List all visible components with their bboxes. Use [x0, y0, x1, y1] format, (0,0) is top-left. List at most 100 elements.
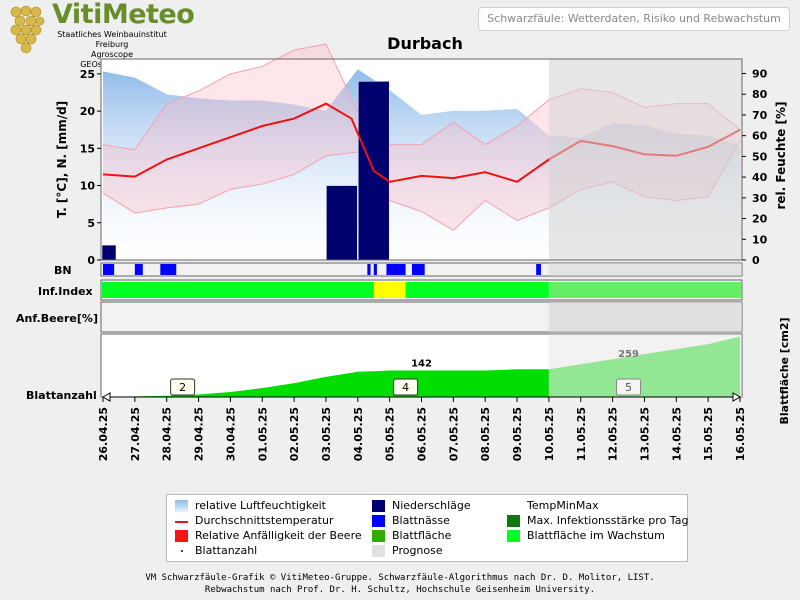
- left-axis-tick-label: 0: [87, 254, 95, 267]
- logo-line-1: Staatliches Weinbauinstitut Freiburg: [57, 30, 167, 49]
- leaf-wetness-segment: [411, 264, 425, 275]
- legend-label: Durchschnittstemperatur: [195, 514, 334, 527]
- infindex-forecast: [548, 282, 741, 298]
- right-axis-tick-label: 20: [752, 213, 768, 226]
- anfbeere-row-label: Anf.Beere[%]: [16, 312, 98, 325]
- forecast-shade-main: [548, 59, 742, 260]
- leaf-wetness-segment: [536, 264, 541, 275]
- leaf-area-value-label: 142: [411, 359, 432, 370]
- legend-label: TempMinMax: [527, 499, 599, 512]
- leaf-wetness-segment: [386, 264, 406, 275]
- legend-swatch: [175, 500, 188, 512]
- legend-swatch: [372, 530, 385, 542]
- right-axis-tick-label: 60: [752, 130, 768, 143]
- main-plot-border: [100, 58, 743, 261]
- left-axis-tick-label: 15: [80, 142, 95, 155]
- date-tick-label: 16.05.25: [734, 407, 747, 461]
- left-axis-tick-label: 20: [80, 105, 96, 118]
- legend-swatch: [507, 515, 520, 527]
- footer-line-1: VM Schwarzfäule-Grafik © VitiMeteo-Grupp…: [145, 573, 655, 583]
- date-tick-label: 01.05.25: [256, 407, 269, 461]
- left-axis-label: T. [°C], N. [mm/d]: [55, 101, 69, 218]
- date-tick-label: 03.05.25: [320, 407, 333, 461]
- logo-title: VitiMeteo: [52, 0, 195, 30]
- infindex-green: [102, 282, 549, 298]
- right-arrow-icon: [732, 392, 742, 402]
- legend-swatch: [181, 550, 183, 552]
- logo-line-2: Agroscope: [90, 50, 134, 59]
- avg-temp-line: [102, 102, 550, 183]
- date-tick-label: 30.04.25: [224, 407, 237, 461]
- infindex-yellow: [373, 282, 406, 298]
- legend-swatch: [372, 545, 385, 557]
- leaf-area-fill: [103, 369, 549, 397]
- right-axis-tick-label: 30: [752, 192, 768, 205]
- legend-label: Blattfläche: [392, 529, 452, 542]
- bn-row-label: BN: [54, 264, 72, 277]
- precipitation-bar: [326, 185, 358, 261]
- grape-icon: [10, 5, 45, 54]
- date-tick-label: 28.04.25: [161, 407, 174, 461]
- leaf-count-value: 2: [179, 381, 186, 394]
- date-tick-label: 12.05.25: [607, 407, 620, 461]
- precipitation-bar: [101, 244, 117, 261]
- left-axis-tick-label: 25: [80, 68, 95, 81]
- legend-label: Blattnässe: [392, 514, 450, 527]
- legend-label: Max. Infektionsstärke pro Tag: [527, 514, 689, 527]
- right-axis-tick-label: 50: [752, 150, 768, 163]
- legend-label: Blattanzahl: [195, 544, 258, 557]
- forecast-shade-leaf: [548, 334, 742, 397]
- leaf-wetness-segment: [160, 264, 177, 275]
- forecast-shade-bn: [548, 263, 742, 276]
- right-axis-tick-label: 80: [752, 88, 768, 101]
- left-axis-tick-label: 5: [87, 217, 95, 230]
- date-tick-label: 26.04.25: [97, 407, 110, 461]
- date-tick-label: 27.04.25: [129, 407, 142, 461]
- right-axis-label: rel. Feuchte [%]: [774, 102, 788, 210]
- forecast-shade-anf: [548, 302, 742, 332]
- left-axis-tick-label: 10: [80, 180, 96, 193]
- legend-label: Blattfläche im Wachstum: [527, 529, 665, 542]
- date-tick-label: 08.05.25: [479, 407, 492, 461]
- legend-label: relative Luftfeuchtigkeit: [195, 499, 326, 512]
- right-axis-tick-label: 40: [752, 171, 768, 184]
- chart-title: Durbach: [387, 34, 463, 53]
- leaf-area-axis-label: Blattfläche [cm2]: [778, 317, 791, 424]
- date-tick-label: 29.04.25: [193, 407, 206, 461]
- legend-swatch: [372, 500, 385, 512]
- date-tick-label: 04.05.25: [352, 407, 365, 461]
- right-axis-tick-label: 90: [752, 68, 768, 81]
- leaf-count-box: [170, 378, 196, 396]
- legend-swatch: [175, 530, 188, 542]
- leaf-area-forecast-fill: [548, 336, 740, 397]
- legend-label: Relative Anfälligkeit der Beere: [195, 529, 362, 542]
- date-tick-label: 13.05.25: [638, 407, 651, 461]
- right-axis-tick-label: 0: [752, 254, 760, 267]
- leaf-count-box: [616, 378, 642, 396]
- date-tick-label: 05.05.25: [384, 407, 397, 461]
- legend-swatch: [372, 515, 385, 527]
- leaf-wetness-segment: [103, 264, 115, 275]
- leaf-count-box: [393, 378, 419, 396]
- leaf-area-forecast-value-label: 259: [618, 349, 639, 360]
- chart-footer: VM Schwarzfäule-Grafik © VitiMeteo-Grupp…: [0, 572, 800, 596]
- legend-label: Niederschläge: [392, 499, 471, 512]
- date-tick-label: 15.05.25: [702, 407, 715, 461]
- date-tick-label: 10.05.25: [543, 407, 556, 461]
- leaf-wetness-segment: [367, 264, 371, 275]
- leaf-count-value: 4: [402, 381, 409, 394]
- date-tick-label: 11.05.25: [575, 407, 588, 461]
- infindex-row-label: Inf.Index: [38, 285, 93, 298]
- legend-swatch: [507, 530, 520, 542]
- leaf-wetness-segment: [134, 264, 143, 275]
- date-tick-label: 07.05.25: [447, 407, 460, 461]
- left-arrow-icon: [101, 392, 111, 402]
- right-axis-tick-label: 10: [752, 233, 768, 246]
- legend-swatch: [175, 521, 188, 523]
- date-tick-label: 02.05.25: [288, 407, 301, 461]
- date-tick-label: 09.05.25: [511, 407, 524, 461]
- legend-swatch: [507, 500, 520, 512]
- leaf-count-value: 5: [625, 381, 632, 394]
- date-tick-label: 14.05.25: [670, 407, 683, 461]
